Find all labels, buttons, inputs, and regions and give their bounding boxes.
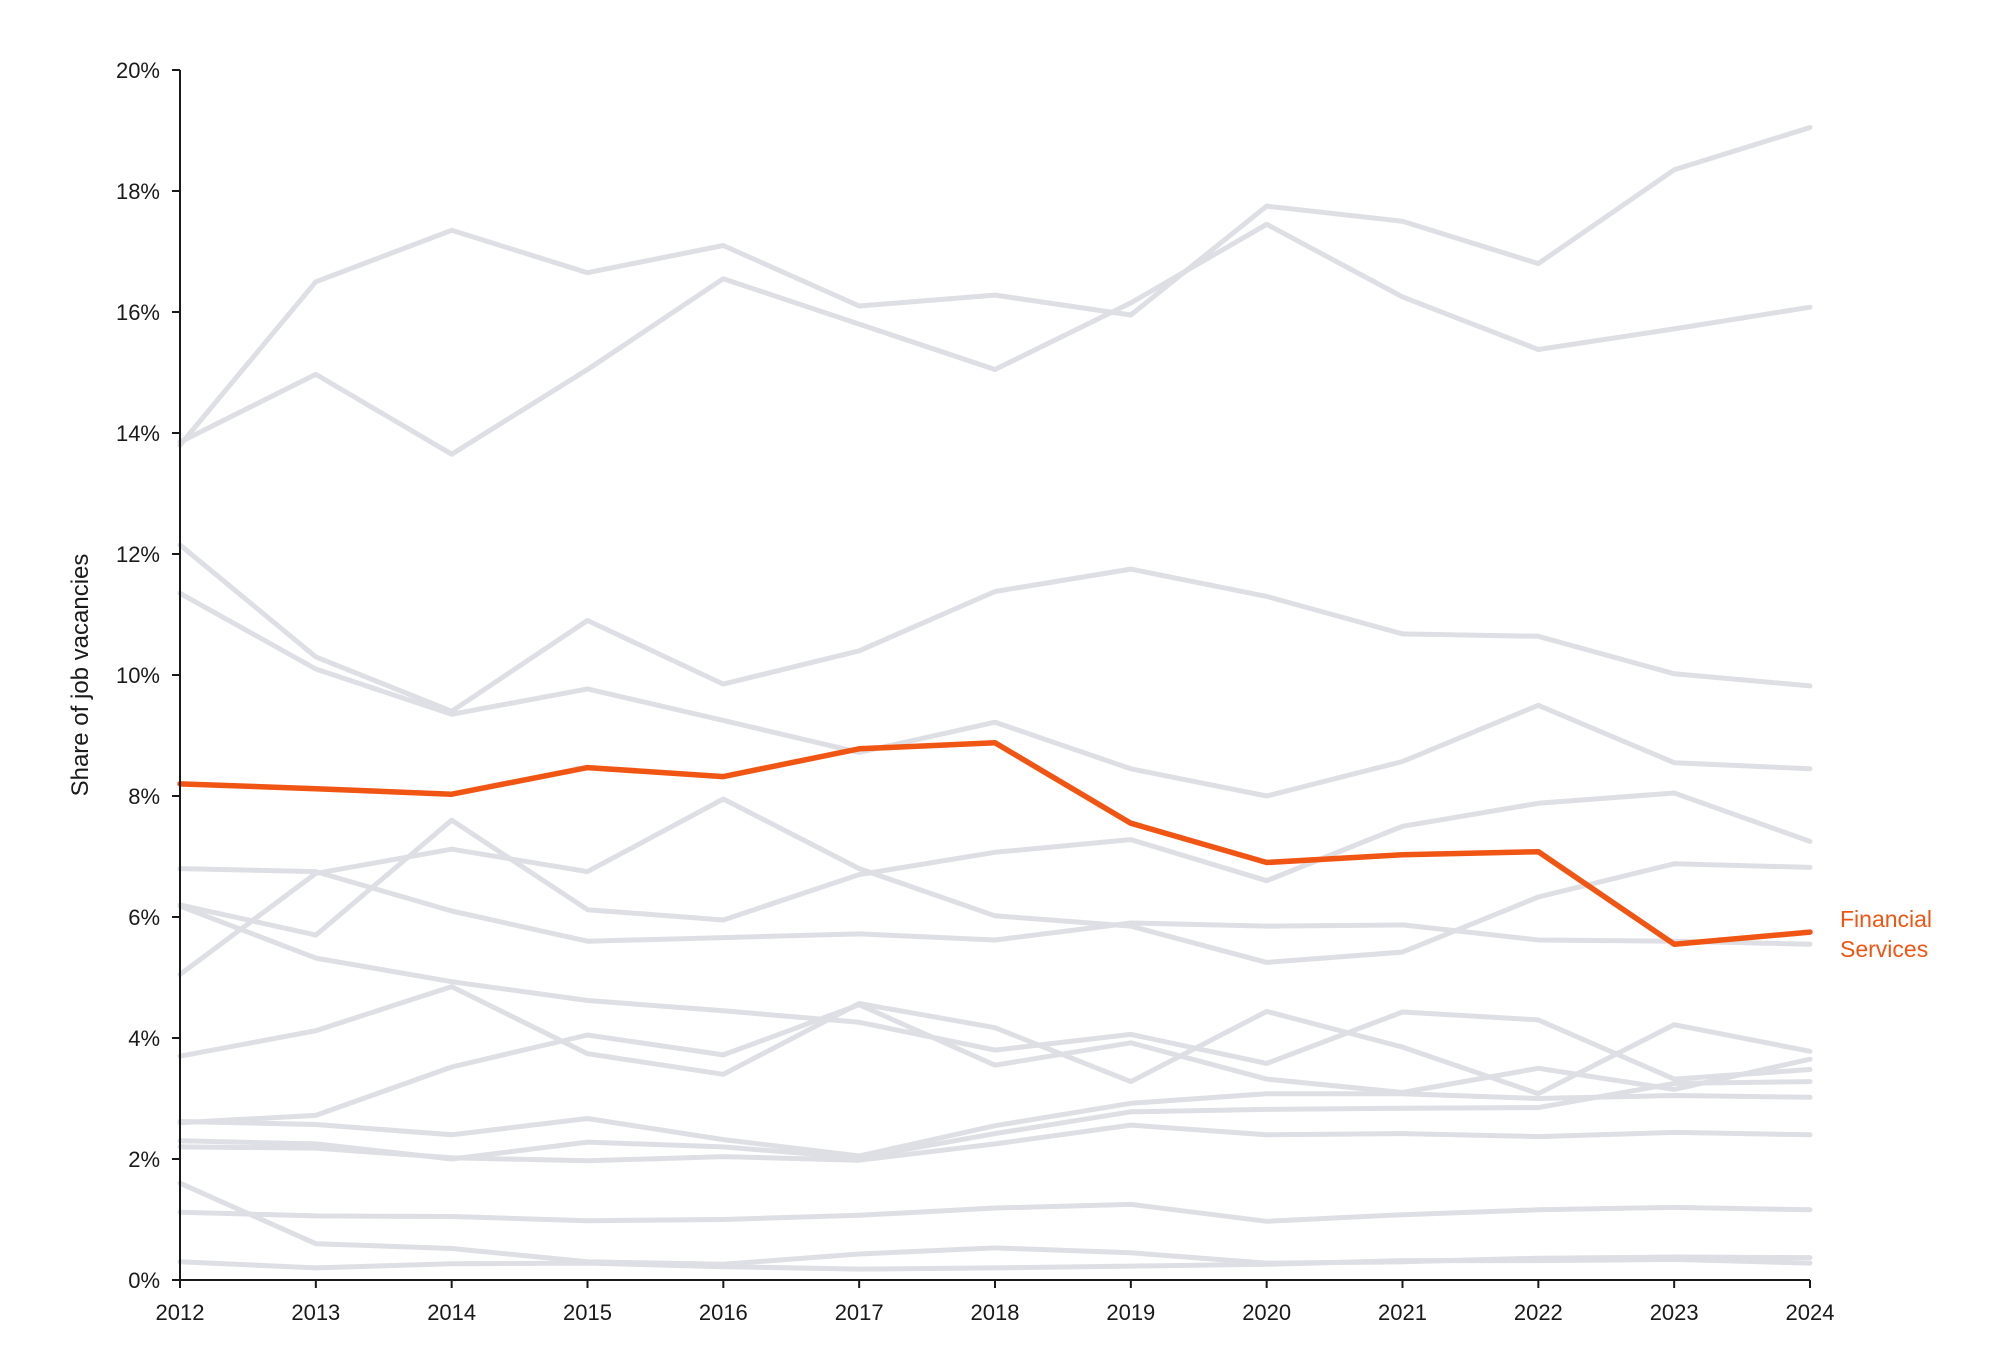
- y-tick-label: 10%: [116, 663, 160, 688]
- y-tick-label: 2%: [128, 1147, 160, 1172]
- y-tick-label: 14%: [116, 421, 160, 446]
- series-line-4: [177, 590, 1813, 799]
- y-tick-label: 0%: [128, 1268, 160, 1293]
- y-tick-label: 12%: [116, 542, 160, 567]
- y-tick-label: 18%: [116, 179, 160, 204]
- series-line-13: [177, 1122, 1813, 1164]
- y-tick-label: 8%: [128, 784, 160, 809]
- y-tick-label: 20%: [116, 58, 160, 83]
- series-line-1: [177, 125, 1813, 448]
- y-axis-ticks: 0% 2% 4% 6% 8% 10% 12% 14% 16% 18% 20%: [116, 58, 180, 1293]
- x-axis-ticks: 2012 2013 2014 2015 2016 2017 2018 2019 2020 2021…: [156, 1280, 1835, 1325]
- series-line-14: [177, 1201, 1813, 1224]
- y-tick-label: 16%: [116, 300, 160, 325]
- background-series-lines: [177, 125, 1813, 1272]
- series-line-11: [177, 1091, 1813, 1159]
- x-tick-label: 2023: [1650, 1300, 1699, 1325]
- x-tick-label: 2013: [291, 1300, 340, 1325]
- x-tick-label: 2018: [971, 1300, 1020, 1325]
- x-tick-label: 2021: [1378, 1300, 1427, 1325]
- series-line-3: [177, 542, 1813, 714]
- series-line-8: [177, 903, 1813, 1082]
- series-line-16: [177, 1256, 1813, 1272]
- y-tick-label: 6%: [128, 905, 160, 930]
- series-line-financial-services: [177, 740, 1813, 947]
- series-line-5: [177, 866, 1813, 947]
- series-line-9: [177, 984, 1813, 1097]
- x-tick-label: 2012: [156, 1300, 205, 1325]
- x-tick-label: 2019: [1106, 1300, 1155, 1325]
- axes: 0%2%4%6%8%10%12%14%16%18%20% 2012 2013 201…: [116, 58, 1835, 1325]
- series-line-10: [177, 1002, 1813, 1126]
- x-tick-label: 2024: [1786, 1300, 1835, 1325]
- x-tick-label: 2015: [563, 1300, 612, 1325]
- y-tick-label: 4%: [128, 1026, 160, 1051]
- highlight-series-label-line1: Financial: [1840, 906, 1932, 932]
- x-tick-label: 2020: [1242, 1300, 1291, 1325]
- series-line-7: [177, 796, 1813, 977]
- highlight-series-lines: [177, 740, 1813, 947]
- x-tick-label: 2014: [427, 1300, 476, 1325]
- x-tick-label: 2016: [699, 1300, 748, 1325]
- series-line-6: [177, 790, 1813, 938]
- x-tick-label: 2022: [1514, 1300, 1563, 1325]
- series-line-2: [177, 221, 1813, 457]
- x-tick-label: 2017: [835, 1300, 884, 1325]
- highlight-series-label-line2: Services: [1840, 936, 1928, 962]
- y-axis-title: Share of job vacancies: [67, 554, 94, 797]
- series-line-12: [177, 1079, 1813, 1162]
- series-line-15: [177, 1180, 1813, 1267]
